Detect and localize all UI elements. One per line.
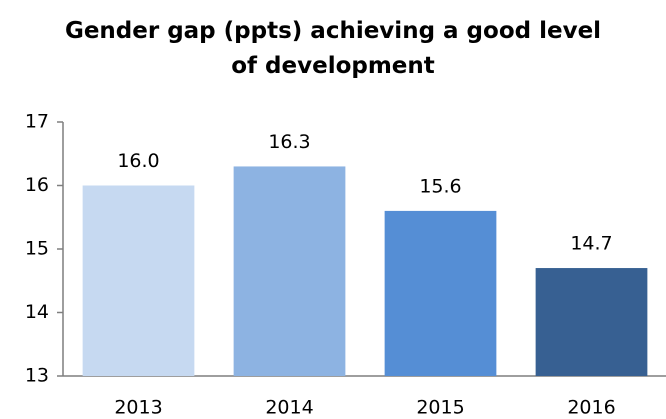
- y-tick-label: 17: [25, 111, 49, 133]
- x-tick-label: 2015: [416, 397, 464, 419]
- x-tick-label: 2016: [567, 397, 615, 419]
- y-tick-label: 13: [25, 365, 49, 387]
- chart-title: Gender gap (ppts) achieving a good level…: [64, 18, 602, 79]
- data-label: 14.7: [570, 233, 612, 255]
- y-tick-label: 15: [25, 238, 49, 260]
- bar: [82, 185, 195, 376]
- data-label: 15.6: [419, 175, 461, 197]
- y-tick-label: 16: [25, 174, 49, 196]
- bar: [535, 268, 648, 376]
- bar: [384, 210, 497, 376]
- x-tick-label: 2014: [265, 397, 313, 419]
- bar: [233, 166, 346, 376]
- data-label: 16.3: [268, 131, 310, 153]
- y-tick-label: 14: [25, 301, 49, 323]
- x-tick-label: 2013: [114, 397, 162, 419]
- data-label: 16.0: [117, 150, 159, 172]
